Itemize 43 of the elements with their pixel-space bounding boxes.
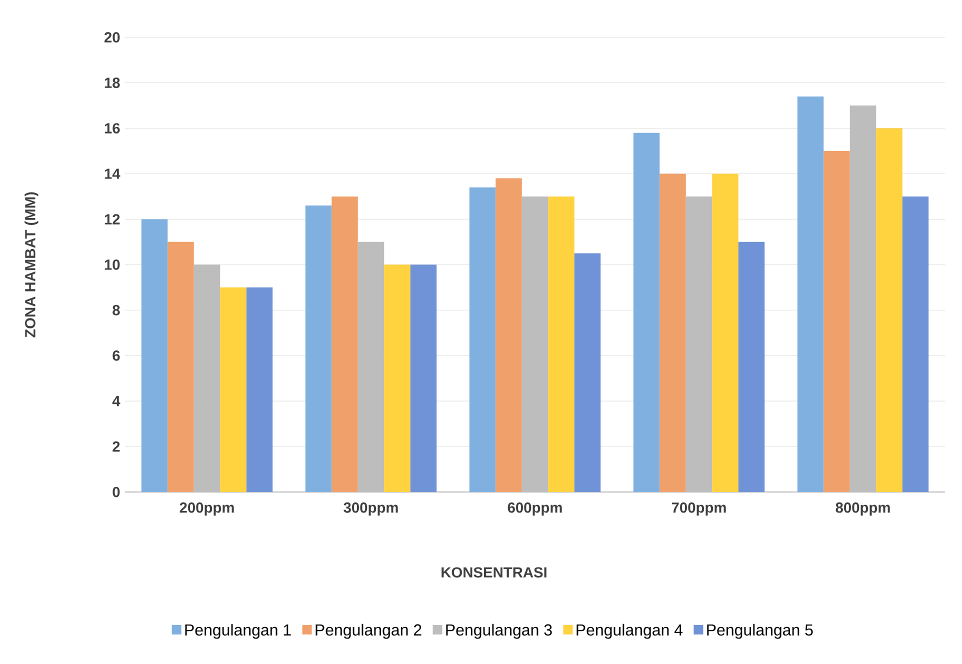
x-tick-label: 700ppm bbox=[672, 502, 726, 516]
y-axis-title: ZONA HAMBAT (MM) bbox=[24, 192, 38, 338]
bar bbox=[305, 206, 332, 492]
bar bbox=[332, 196, 358, 492]
x-tick-label: 200ppm bbox=[180, 502, 234, 516]
bar bbox=[660, 174, 686, 492]
x-tick-label: 300ppm bbox=[344, 502, 398, 516]
y-tick-label: 12 bbox=[104, 214, 120, 224]
bar bbox=[168, 242, 194, 492]
y-tick-label: 16 bbox=[104, 123, 120, 134]
legend-label: Pengulangan 1 bbox=[185, 624, 291, 639]
bar bbox=[410, 264, 437, 492]
bar bbox=[141, 219, 168, 492]
y-tick-label: 4 bbox=[112, 396, 120, 406]
y-tick-label: 10 bbox=[104, 259, 120, 270]
bar bbox=[496, 178, 522, 492]
y-tick-label: 8 bbox=[112, 304, 120, 316]
bar bbox=[548, 196, 574, 492]
x-tick-label: 800ppm bbox=[836, 502, 890, 516]
bar bbox=[876, 128, 902, 492]
legend-label: Pengulangan 4 bbox=[576, 624, 683, 639]
legend-label: Pengulangan 5 bbox=[707, 624, 813, 639]
y-tick-label: 6 bbox=[112, 350, 120, 361]
y-tick-label: 0 bbox=[112, 486, 120, 498]
x-axis-title: KONSENTRASI bbox=[442, 567, 546, 578]
bar bbox=[738, 242, 765, 492]
bar bbox=[633, 132, 660, 492]
bar bbox=[797, 96, 824, 492]
bar bbox=[469, 187, 496, 492]
y-tick-label: 20 bbox=[104, 32, 120, 43]
bar bbox=[384, 264, 410, 492]
bar bbox=[574, 253, 601, 492]
bar bbox=[246, 287, 273, 492]
bar bbox=[220, 287, 246, 492]
bar bbox=[824, 151, 850, 492]
bar bbox=[902, 196, 929, 492]
legend-label: Pengulangan 2 bbox=[316, 624, 422, 639]
legend-label: Pengulangan 3 bbox=[446, 624, 552, 639]
y-tick-label: 14 bbox=[104, 168, 120, 179]
x-tick-label: 600ppm bbox=[508, 502, 562, 516]
y-tick-label: 18 bbox=[104, 78, 120, 88]
bar bbox=[712, 174, 738, 492]
y-tick-label: 2 bbox=[112, 441, 120, 452]
